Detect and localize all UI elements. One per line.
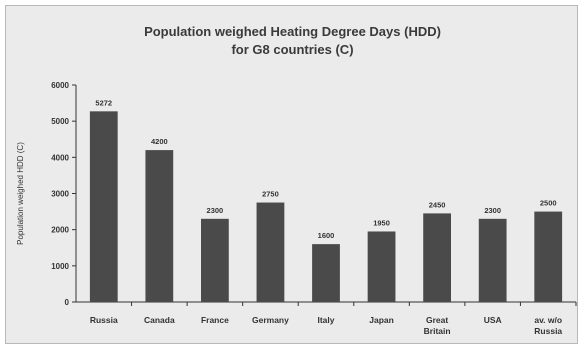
data-label: 2500 xyxy=(540,199,557,208)
data-label: 1600 xyxy=(318,231,335,240)
bar xyxy=(423,213,451,302)
category-label: Russia xyxy=(534,326,562,336)
chart-title: Population weighed Heating Degree Days (… xyxy=(144,24,441,39)
bar-chart: Population weighed HDD (C) 0 1000 2000 3000 4… xyxy=(16,81,577,336)
category-label: av. w/o xyxy=(534,315,562,325)
data-label: 2300 xyxy=(484,206,501,215)
y-tick-label: 2000 xyxy=(51,226,69,235)
category-label: Japan xyxy=(369,315,394,325)
y-tick-label: 1000 xyxy=(51,262,69,271)
data-label: 4200 xyxy=(151,137,168,146)
bar xyxy=(534,211,563,302)
y-tick-label: 6000 xyxy=(51,81,69,90)
bar xyxy=(201,218,229,302)
category-label: Canada xyxy=(144,315,175,325)
y-tick-label: 0 xyxy=(65,298,70,307)
data-label: 5272 xyxy=(95,98,112,107)
y-tick-label: 3000 xyxy=(51,190,69,199)
bar xyxy=(478,218,507,302)
bar xyxy=(145,150,174,302)
category-label: Russia xyxy=(90,315,118,325)
category-label: France xyxy=(201,315,229,325)
data-label: 1950 xyxy=(373,218,390,227)
chart-frame: Population weighed Heating Degree Days (… xyxy=(5,5,578,344)
data-label: 2750 xyxy=(262,190,279,199)
category-label: USA xyxy=(484,315,502,325)
data-label: 2300 xyxy=(207,206,224,215)
bar xyxy=(312,244,340,302)
category-label: Great xyxy=(426,315,448,325)
category-label: Britain xyxy=(424,326,451,336)
category-label: Italy xyxy=(317,315,334,325)
data-label: 2450 xyxy=(429,200,446,209)
category-label: Germany xyxy=(252,315,289,325)
bar xyxy=(367,231,396,302)
y-tick-label: 5000 xyxy=(51,117,69,126)
y-axis-label: Population weighed HDD (C) xyxy=(16,142,25,245)
bar xyxy=(89,111,118,302)
bar xyxy=(256,202,285,302)
chart-subtitle: for G8 countries (C) xyxy=(231,42,354,57)
y-tick-label: 4000 xyxy=(51,153,69,162)
